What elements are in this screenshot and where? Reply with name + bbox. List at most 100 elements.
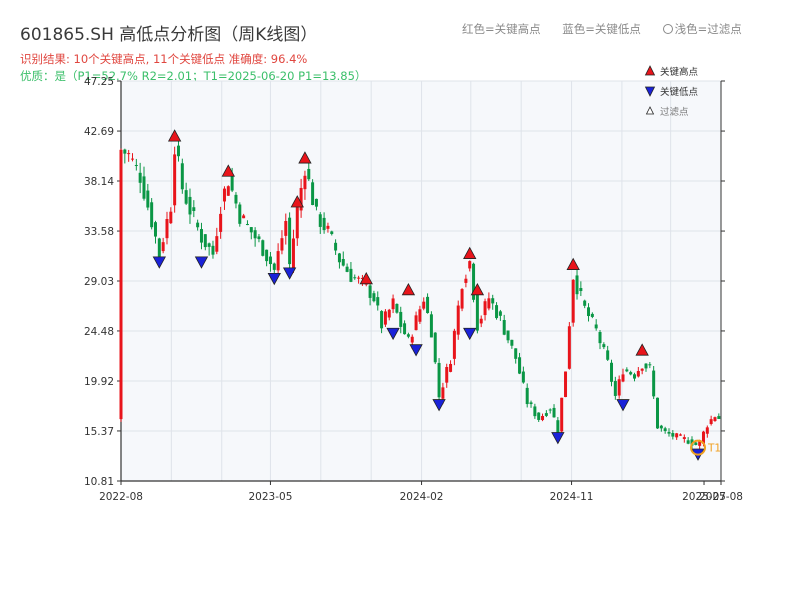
candle-body <box>353 277 357 279</box>
candle-body <box>567 326 571 369</box>
candle-body <box>180 163 184 190</box>
candle-body <box>414 315 418 331</box>
candle-body <box>487 298 491 309</box>
candle-body <box>157 238 161 257</box>
key-high-marker <box>298 151 312 164</box>
candle-body <box>307 168 311 180</box>
candle-body <box>368 285 372 298</box>
y-tick-label: 33.58 <box>84 226 114 238</box>
candle-body <box>222 188 226 202</box>
x-tick-label: 2024-11 <box>550 491 594 503</box>
x-tick-label: 2023-05 <box>249 491 293 503</box>
candle-body <box>552 407 556 418</box>
candle-body <box>127 153 131 155</box>
candle-body <box>518 357 522 374</box>
candle-body <box>295 207 299 239</box>
candle-body <box>337 253 341 263</box>
candle-body <box>234 194 238 204</box>
candle-body <box>433 332 437 363</box>
candle-body <box>621 374 625 382</box>
candle-body <box>150 202 154 228</box>
candle-body <box>357 277 361 279</box>
candle-body <box>452 330 456 359</box>
candle-body <box>207 243 211 247</box>
key-low-marker <box>267 272 281 286</box>
candle-body <box>257 236 261 240</box>
candle-body <box>686 440 690 444</box>
candle-body <box>636 370 640 377</box>
candle-body <box>468 261 472 269</box>
candle-body <box>253 230 257 239</box>
candle-body <box>242 215 246 219</box>
candle-body <box>130 158 134 160</box>
candle-body <box>659 425 663 429</box>
candle-body <box>617 379 621 396</box>
candle-body <box>146 190 150 208</box>
candle-body <box>403 323 407 335</box>
candle-body <box>380 311 384 329</box>
candle-body <box>395 303 399 313</box>
candle-body <box>418 309 422 322</box>
chart-title: 601865.SH 高低点分析图（周K线图） <box>20 25 318 45</box>
candle-body <box>556 420 560 433</box>
candle-body <box>495 305 499 319</box>
candle-body <box>598 332 602 344</box>
key-high-marker <box>566 257 580 270</box>
candle-body <box>176 145 180 157</box>
candle-body <box>372 293 376 302</box>
candle-body <box>709 419 713 424</box>
candle-body <box>655 397 659 429</box>
candle-body <box>575 275 579 295</box>
candle-body <box>533 406 537 417</box>
filtered-ring-icon <box>662 24 673 34</box>
candle-body <box>560 397 564 432</box>
candle-body <box>671 433 675 437</box>
candle-body <box>579 288 583 292</box>
legend-filtered-icon <box>645 106 655 115</box>
candle-body <box>330 231 334 235</box>
candle-body <box>245 224 249 226</box>
candle-body <box>529 402 533 405</box>
candle-body <box>268 256 272 265</box>
candle-body <box>602 344 606 348</box>
candle-body <box>663 428 667 432</box>
candle-body <box>449 363 453 372</box>
candle-body <box>422 301 426 309</box>
candle-body <box>590 313 594 317</box>
candle-body <box>705 427 709 434</box>
x-tick-label: 2024-02 <box>400 491 444 503</box>
candle-body <box>406 334 410 337</box>
candle-body <box>203 234 207 248</box>
candle-body <box>345 266 349 272</box>
key-low-marker <box>152 256 166 269</box>
key-low-marker <box>551 432 565 445</box>
candle-body <box>521 371 525 383</box>
y-tick-label: 24.48 <box>84 326 114 338</box>
key-low-marker <box>616 399 630 412</box>
candle-body <box>341 259 345 266</box>
recognition-result: 识别结果: 10个关键高点, 11个关键低点 准确度: 96.4% <box>20 52 308 66</box>
candle-body <box>238 204 242 224</box>
legend-label: 关键高点 <box>660 66 699 78</box>
candle-body <box>583 300 587 306</box>
x-tick-label: 2025-07 <box>682 491 726 503</box>
candle-body <box>514 348 518 359</box>
candle-body <box>311 182 315 206</box>
candle-body <box>713 417 717 422</box>
candle-body <box>629 372 633 375</box>
candle-body <box>456 305 460 335</box>
candle-body <box>211 245 215 255</box>
candle-body <box>192 207 196 212</box>
candle-body <box>510 339 514 346</box>
key-high-marker <box>221 164 235 177</box>
key-high-marker <box>401 282 416 296</box>
candle-body <box>261 240 265 256</box>
candle-body <box>472 263 476 300</box>
legend-label: 过滤点 <box>660 106 689 118</box>
candle-body <box>280 238 284 251</box>
candle-body <box>678 434 682 436</box>
candle-body <box>284 221 288 236</box>
candle-body <box>184 190 188 204</box>
candle-body <box>299 187 303 211</box>
